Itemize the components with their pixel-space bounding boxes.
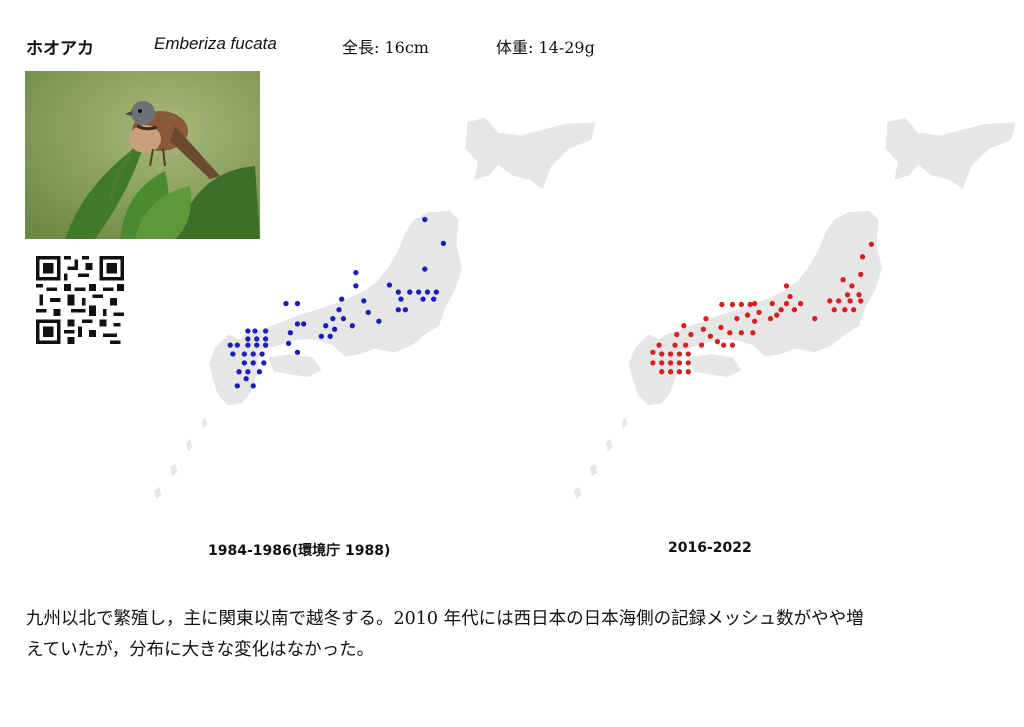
- body-weight: 体重: 14-29g: [496, 38, 595, 57]
- record-dots-1980s: [227, 216, 447, 389]
- scientific-name: Emberiza fucata: [154, 34, 277, 53]
- description: 九州以北で繁殖し，主に関東以南で越冬する。2010 年代には西日本の日本海側の記…: [26, 604, 1006, 666]
- distribution-map-1980s: [154, 117, 596, 500]
- map-caption-left: 1984-1986(環境庁 1988): [208, 543, 391, 559]
- body-length: 全長: 16cm: [342, 38, 429, 57]
- map-caption-right: 2016-2022: [668, 540, 752, 556]
- species-name: ホオアカ: [26, 39, 94, 59]
- record-dots-2010s: [650, 241, 875, 375]
- bird-photo: [25, 71, 260, 239]
- description-line-1: 九州以北で繁殖し，主に関東以南で越冬する。2010 年代には西日本の日本海側の記…: [26, 609, 864, 629]
- japan-landmass: [154, 117, 596, 500]
- description-line-2: えていたが，分布に大きな変化はなかった。: [26, 640, 375, 660]
- qr-code[interactable]: [36, 256, 124, 344]
- distribution-map-2010s: [574, 117, 1016, 500]
